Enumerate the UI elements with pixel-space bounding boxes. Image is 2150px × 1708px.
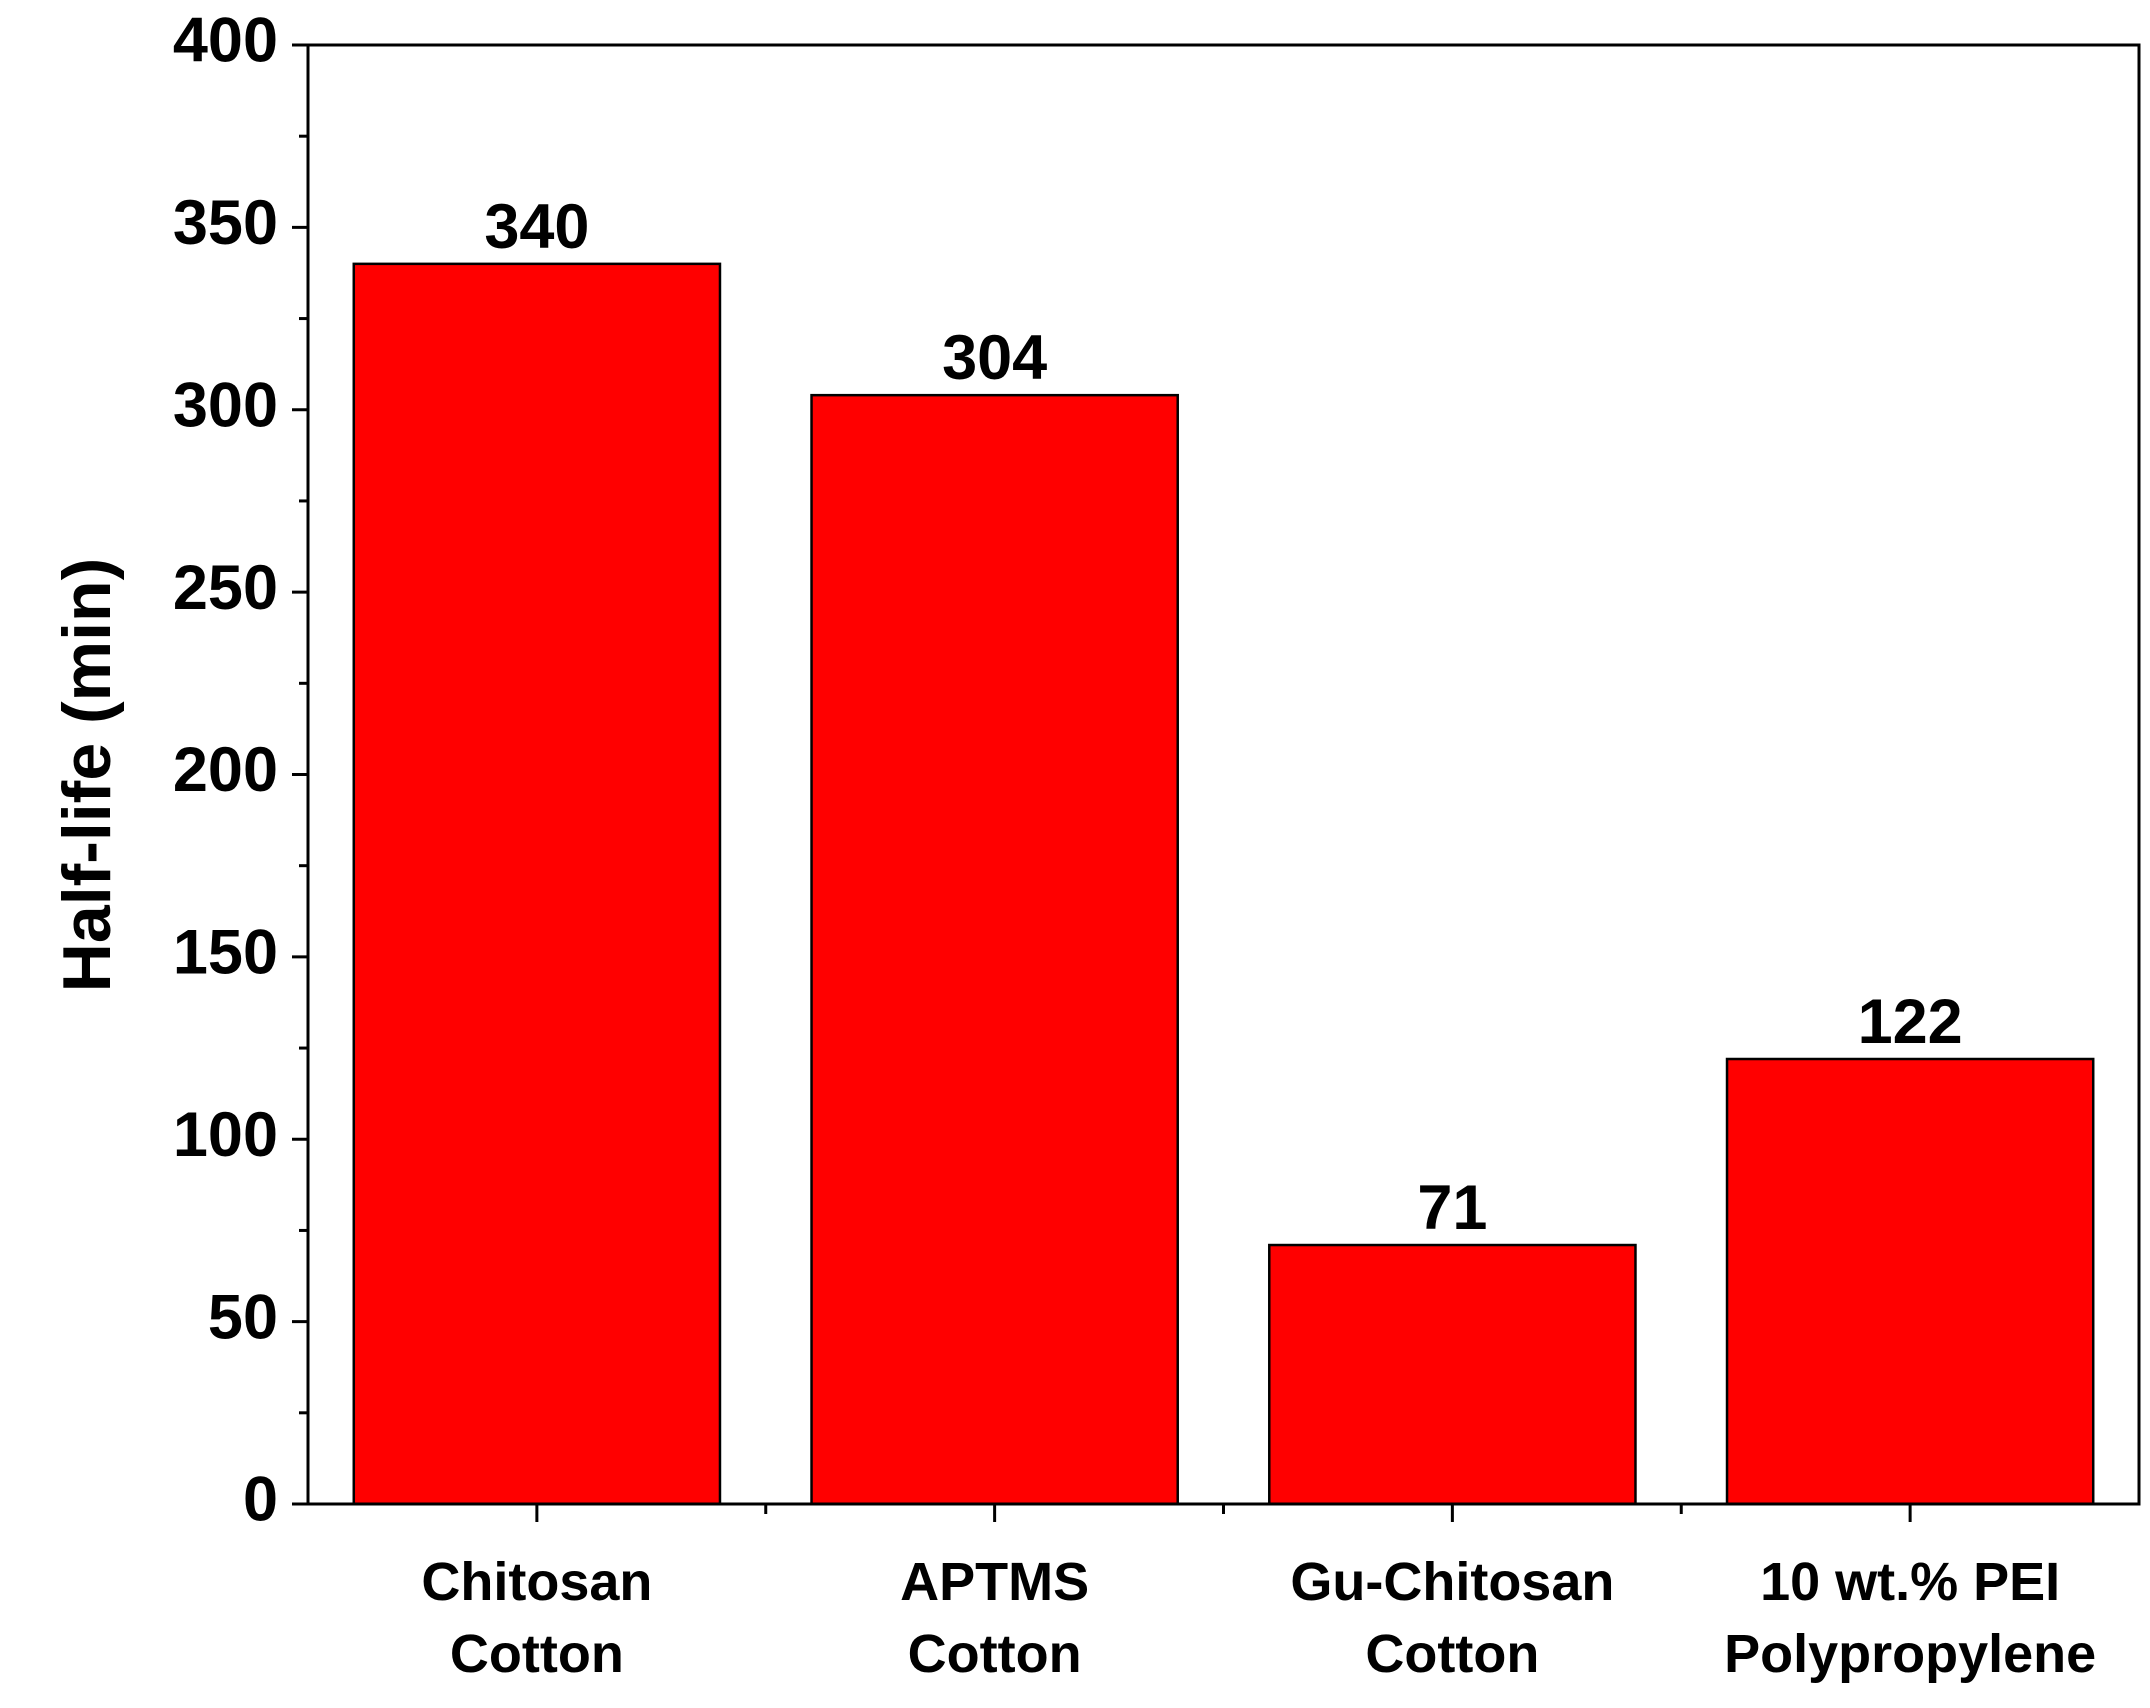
x-tick-label: 10 wt.% PEI Polypropylene [1724, 1552, 2096, 1684]
bar [352, 262, 722, 1506]
y-tick-label: 200 [173, 735, 278, 805]
bar [810, 393, 1179, 1506]
x-tick-label: Gu-Chitosan Cotton [1290, 1552, 1614, 1684]
y-tick-label: 50 [208, 1282, 278, 1352]
y-tick-label: 100 [173, 1100, 278, 1170]
y-tick-label: 300 [173, 370, 278, 440]
bar [1268, 1243, 1637, 1506]
y-tick-label: 250 [173, 553, 278, 623]
x-tick-label: APTMS Cotton [900, 1552, 1089, 1684]
y-axis-label: Half-life (min) [49, 558, 125, 992]
data-label: 71 [1417, 1173, 1487, 1243]
y-tick-label: 0 [243, 1465, 278, 1535]
y-tick-label: 400 [173, 6, 278, 76]
y-tick-label: 150 [173, 918, 278, 988]
y-tick-label: 350 [173, 188, 278, 258]
plot-frame [306, 43, 2141, 1506]
data-label: 122 [1858, 987, 1963, 1057]
data-label: 340 [484, 192, 589, 262]
data-label: 304 [942, 323, 1047, 393]
x-tick-label: Chitosan Cotton [421, 1552, 652, 1684]
bar [1725, 1057, 2095, 1506]
